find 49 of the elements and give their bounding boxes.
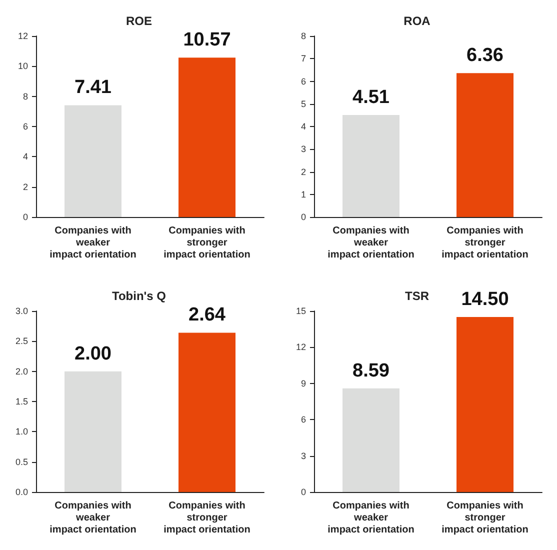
- y-tick-label: 0: [22, 212, 28, 222]
- chart-title: Tobin's Q: [112, 289, 166, 303]
- y-tick-label: 9: [300, 378, 306, 388]
- data-label: 4.51: [352, 86, 390, 108]
- y-tick-label: 5: [300, 98, 306, 109]
- x-tick-label: Companies with stronger impact orientation: [164, 500, 250, 536]
- y-tick-label: 3.0: [15, 306, 28, 316]
- y-tick-label: 1: [300, 189, 306, 200]
- data-label: 10.57: [183, 30, 231, 51]
- x-tick-label: Companies with weaker impact orientation: [50, 226, 136, 260]
- data-label: 8.59: [352, 360, 390, 382]
- chart-title: ROE: [126, 14, 152, 28]
- x-tick-label: Companies with stronger impact orientation: [164, 226, 250, 260]
- y-tick-label: 8: [22, 91, 28, 102]
- y-tick-label: 8: [300, 31, 306, 41]
- chart-title: TSR: [405, 289, 430, 303]
- data-label: 14.50: [461, 289, 509, 310]
- data-label: 2.00: [74, 343, 112, 364]
- data-label: 2.64: [188, 304, 226, 326]
- x-tick-label: Companies with weaker impact orientation: [328, 500, 414, 536]
- y-tick-label: 12: [18, 31, 28, 41]
- y-tick-label: 6: [300, 76, 306, 86]
- x-tick-label: Companies with stronger impact orientation: [442, 500, 528, 536]
- y-tick-label: 6: [300, 414, 306, 425]
- y-tick-label: 4: [22, 152, 28, 162]
- y-tick-label: 2.0: [15, 366, 28, 376]
- y-tick-label: 2.5: [15, 336, 28, 346]
- y-tick-label: 1.0: [15, 426, 28, 437]
- y-tick-label: 0.5: [15, 456, 28, 467]
- chart-title: ROA: [404, 14, 431, 28]
- y-tick-label: 0: [300, 487, 306, 497]
- y-tick-label: 0.0: [15, 487, 28, 497]
- y-tick-label: 10: [18, 61, 28, 72]
- y-tick-label: 0: [300, 212, 306, 222]
- data-label: 7.41: [74, 77, 112, 98]
- y-tick-label: 7: [300, 54, 306, 64]
- y-tick-label: 1.5: [15, 396, 28, 406]
- data-label: 6.36: [466, 45, 504, 66]
- y-tick-label: 15: [296, 306, 306, 316]
- x-tick-label: Companies with weaker impact orientation: [50, 500, 136, 536]
- x-tick-label: Companies with stronger impact orientation: [442, 226, 528, 260]
- y-tick-label: 6: [22, 122, 28, 132]
- y-tick-label: 2: [22, 182, 28, 192]
- x-tick-label: Companies with weaker impact orientation: [328, 226, 414, 260]
- y-tick-label: 4: [300, 122, 306, 132]
- y-tick-label: 12: [296, 342, 306, 352]
- y-tick-label: 3: [300, 450, 306, 461]
- y-tick-label: 3: [300, 144, 306, 154]
- y-tick-label: 2: [300, 166, 306, 177]
